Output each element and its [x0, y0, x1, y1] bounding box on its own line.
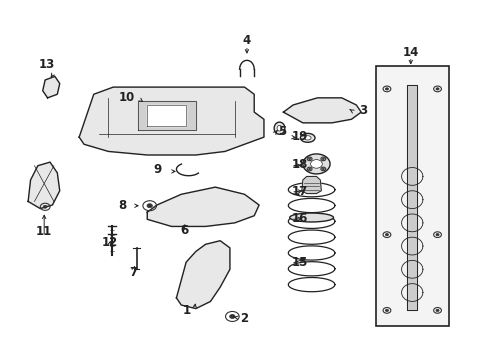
Polygon shape [176, 241, 229, 309]
Polygon shape [147, 187, 259, 226]
Circle shape [385, 309, 388, 311]
FancyBboxPatch shape [375, 66, 448, 327]
Circle shape [43, 205, 47, 208]
Circle shape [322, 168, 324, 170]
Polygon shape [283, 98, 361, 123]
Circle shape [385, 234, 388, 236]
Text: 4: 4 [243, 34, 250, 47]
Circle shape [229, 314, 235, 319]
Circle shape [147, 204, 152, 208]
Ellipse shape [304, 136, 310, 140]
Polygon shape [137, 102, 196, 130]
Ellipse shape [300, 134, 314, 142]
Text: 14: 14 [402, 46, 418, 59]
Text: 10: 10 [119, 91, 135, 104]
Polygon shape [147, 105, 186, 126]
Text: 2: 2 [239, 312, 247, 325]
Circle shape [322, 158, 324, 159]
Circle shape [310, 159, 322, 168]
Ellipse shape [274, 122, 285, 134]
Text: 16: 16 [291, 212, 308, 225]
Text: 3: 3 [358, 104, 366, 117]
Text: 19: 19 [291, 130, 308, 143]
Text: 6: 6 [180, 224, 188, 237]
Text: 9: 9 [153, 163, 162, 176]
Text: 7: 7 [129, 266, 138, 279]
Text: 5: 5 [277, 125, 285, 138]
Circle shape [435, 88, 438, 90]
Text: 12: 12 [101, 236, 117, 249]
Polygon shape [28, 162, 60, 208]
Circle shape [308, 158, 310, 159]
Text: 1: 1 [183, 304, 191, 317]
Circle shape [385, 88, 388, 90]
Text: 18: 18 [291, 158, 308, 171]
Ellipse shape [277, 125, 282, 131]
Circle shape [435, 234, 438, 236]
Polygon shape [42, 76, 60, 98]
Text: 11: 11 [36, 225, 52, 238]
Circle shape [302, 154, 329, 174]
Polygon shape [301, 176, 321, 194]
Text: 17: 17 [291, 185, 308, 198]
Text: 15: 15 [291, 256, 308, 269]
Circle shape [308, 168, 310, 170]
Polygon shape [407, 85, 416, 310]
Circle shape [435, 309, 438, 311]
Text: 13: 13 [39, 58, 55, 72]
Text: 8: 8 [119, 199, 126, 212]
Polygon shape [79, 87, 264, 155]
Ellipse shape [289, 213, 333, 222]
